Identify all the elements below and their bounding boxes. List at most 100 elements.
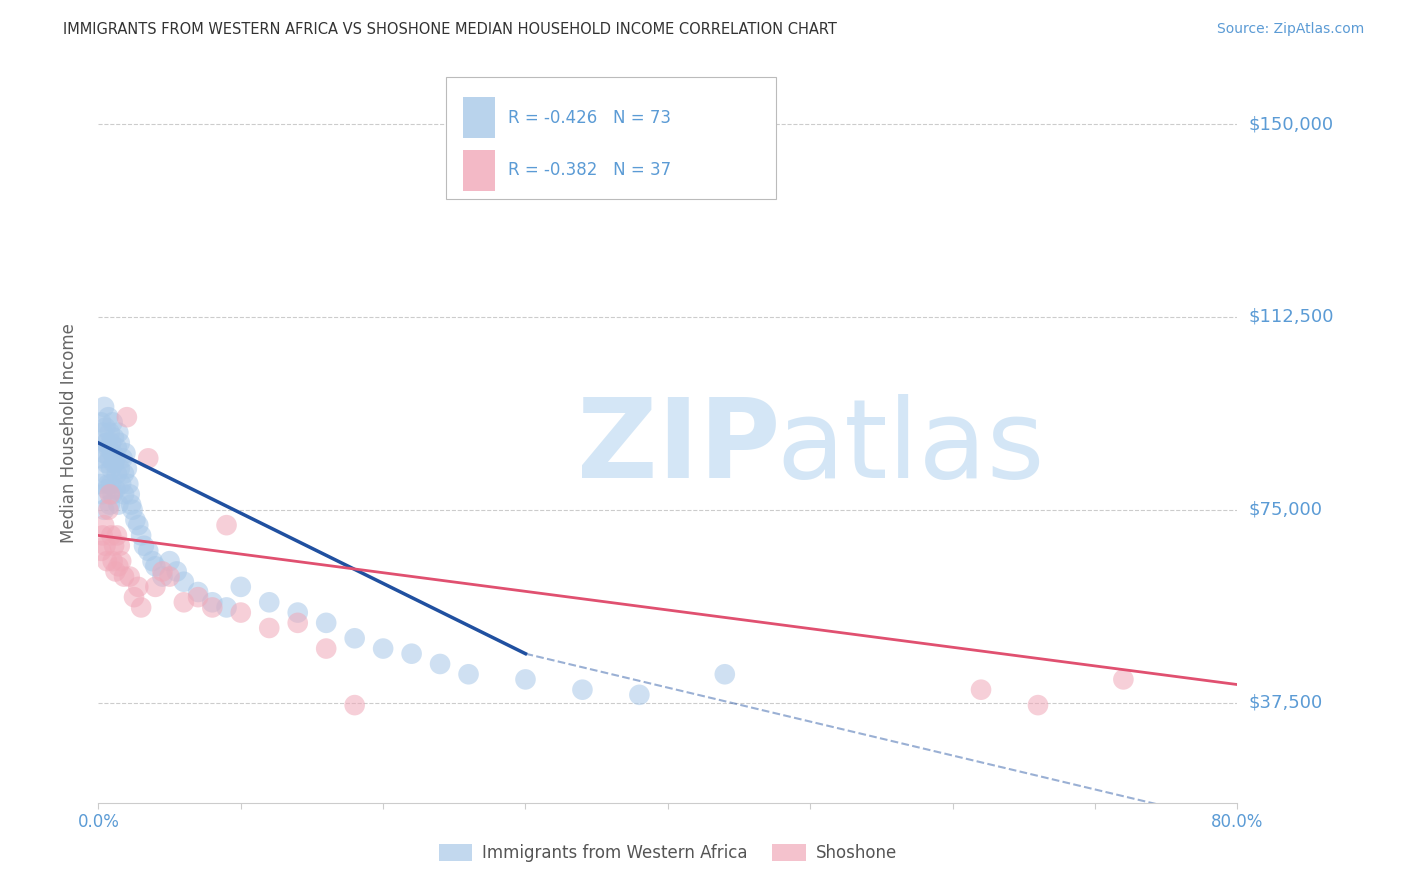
Point: [315, 615, 337, 630]
Point: [129, 528, 152, 542]
Point: [97, 502, 120, 516]
Point: [90, 544, 112, 558]
Point: [93, 400, 115, 414]
Point: [91, 487, 114, 501]
Point: [152, 569, 174, 583]
Point: [105, 441, 128, 455]
Point: [201, 595, 224, 609]
Point: [515, 673, 537, 687]
Text: $150,000: $150,000: [1249, 115, 1333, 133]
Point: [714, 667, 737, 681]
Point: [401, 647, 423, 661]
Point: [100, 477, 122, 491]
Point: [173, 574, 195, 589]
Point: [104, 451, 127, 466]
Point: [93, 518, 115, 533]
Point: [152, 565, 174, 579]
Point: [104, 482, 127, 496]
Point: [136, 544, 159, 558]
Point: [101, 446, 124, 460]
Point: [104, 565, 127, 579]
Point: [90, 415, 112, 429]
Point: [287, 606, 309, 620]
Point: [112, 487, 135, 501]
Point: [108, 436, 131, 450]
Point: [159, 569, 181, 583]
Point: [159, 554, 181, 568]
Point: [215, 518, 238, 533]
Point: [105, 467, 128, 481]
Point: [108, 461, 131, 475]
Point: [94, 467, 117, 481]
Point: [129, 600, 152, 615]
Point: [124, 513, 146, 527]
Text: $75,000: $75,000: [1249, 500, 1323, 519]
Point: [107, 498, 129, 512]
Point: [105, 528, 128, 542]
Point: [98, 451, 121, 466]
Point: [97, 410, 120, 425]
Point: [108, 539, 131, 553]
Point: [111, 451, 134, 466]
Point: [287, 615, 309, 630]
Point: [145, 580, 167, 594]
FancyBboxPatch shape: [463, 97, 495, 138]
Text: R = -0.426   N = 73: R = -0.426 N = 73: [509, 109, 672, 127]
Text: IMMIGRANTS FROM WESTERN AFRICA VS SHOSHONE MEDIAN HOUSEHOLD INCOME CORRELATION C: IMMIGRANTS FROM WESTERN AFRICA VS SHOSHO…: [63, 22, 837, 37]
Legend: Immigrants from Western Africa, Shoshone: Immigrants from Western Africa, Shoshone: [432, 837, 904, 869]
Point: [628, 688, 651, 702]
Point: [100, 461, 122, 475]
Point: [229, 580, 252, 594]
Point: [89, 477, 111, 491]
Point: [118, 569, 141, 583]
Point: [187, 590, 209, 604]
Point: [91, 425, 114, 440]
Point: [120, 498, 142, 512]
Point: [373, 641, 395, 656]
Point: [343, 632, 366, 646]
Point: [571, 682, 593, 697]
Point: [121, 502, 143, 516]
Point: [117, 477, 139, 491]
Point: [96, 457, 118, 471]
Point: [259, 621, 281, 635]
Point: [259, 595, 281, 609]
Point: [90, 451, 112, 466]
Point: [112, 467, 135, 481]
Point: [114, 446, 136, 460]
Point: [112, 569, 135, 583]
Point: [429, 657, 451, 671]
Text: Source: ZipAtlas.com: Source: ZipAtlas.com: [1216, 22, 1364, 37]
FancyBboxPatch shape: [446, 78, 776, 200]
Point: [94, 436, 117, 450]
Point: [115, 410, 138, 425]
Y-axis label: Median Household Income: Median Household Income: [59, 323, 77, 542]
Text: ZIP: ZIP: [576, 394, 780, 501]
Point: [141, 554, 163, 568]
Point: [98, 498, 121, 512]
Point: [94, 420, 117, 434]
Point: [110, 554, 132, 568]
Point: [110, 477, 132, 491]
Point: [97, 477, 120, 491]
Point: [127, 580, 149, 594]
Point: [457, 667, 479, 681]
Point: [93, 446, 115, 460]
Point: [229, 606, 252, 620]
Point: [201, 600, 224, 615]
Point: [115, 461, 138, 475]
Point: [173, 595, 195, 609]
Point: [96, 482, 118, 496]
Point: [107, 559, 129, 574]
Point: [103, 539, 125, 553]
Point: [98, 487, 121, 501]
Point: [93, 502, 115, 516]
Point: [145, 559, 167, 574]
Point: [103, 457, 125, 471]
Point: [132, 539, 155, 553]
Point: [215, 600, 238, 615]
Point: [100, 528, 122, 542]
Point: [1026, 698, 1049, 712]
Text: $37,500: $37,500: [1249, 694, 1323, 712]
Text: atlas: atlas: [776, 394, 1045, 501]
